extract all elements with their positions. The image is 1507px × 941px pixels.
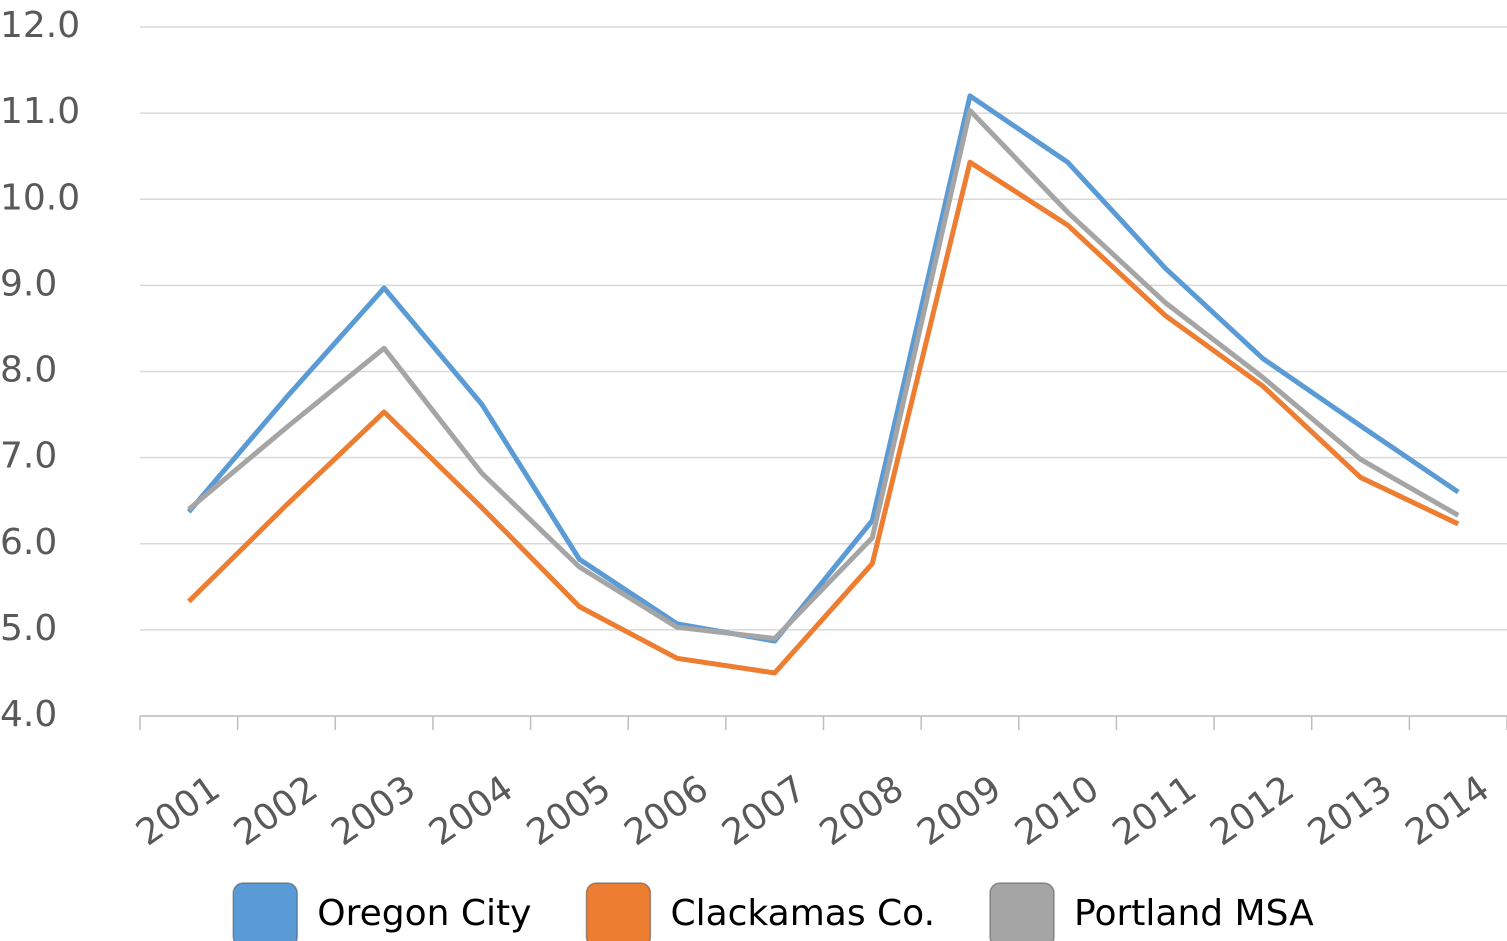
legend-swatch [989, 882, 1055, 941]
x-tick-label: 2005 [520, 768, 619, 854]
series-line [186, 93, 1460, 644]
legend-swatch [232, 882, 298, 941]
x-tick-label: 2014 [1399, 768, 1498, 854]
x-tick-label: 2007 [715, 768, 814, 854]
series-line [187, 159, 1460, 676]
y-tick-label: 8.0 [0, 350, 57, 391]
x-tick-label: 2003 [324, 768, 423, 854]
legend-label: Clackamas Co. [670, 893, 935, 934]
y-tick-label: 9.0 [0, 263, 57, 304]
x-tick-label: 2001 [129, 768, 228, 854]
legend-label: Portland MSA [1074, 893, 1314, 934]
y-tick-label: 12.0 [0, 5, 80, 46]
legend-label: Oregon City [317, 893, 531, 934]
x-tick-label: 2008 [813, 768, 912, 854]
y-tick-label: 4.0 [0, 694, 57, 735]
x-tick-label: 2012 [1203, 768, 1302, 854]
y-tick-label: 10.0 [0, 177, 80, 218]
x-tick-label: 2011 [1106, 768, 1205, 854]
legend-swatch [585, 882, 652, 941]
x-tick-label: 2009 [910, 768, 1009, 854]
y-tick-label: 11.0 [0, 91, 80, 132]
series-line [187, 108, 1460, 641]
x-tick-label: 2013 [1301, 768, 1400, 854]
y-tick-label: 5.0 [0, 608, 57, 649]
y-tick-label: 7.0 [0, 436, 57, 477]
x-tick-label: 2002 [227, 768, 326, 854]
y-tick-label: 6.0 [0, 522, 57, 563]
x-tick-label: 2004 [422, 768, 521, 854]
x-tick-label: 2010 [1008, 768, 1107, 854]
x-tick-label: 2006 [617, 768, 716, 854]
